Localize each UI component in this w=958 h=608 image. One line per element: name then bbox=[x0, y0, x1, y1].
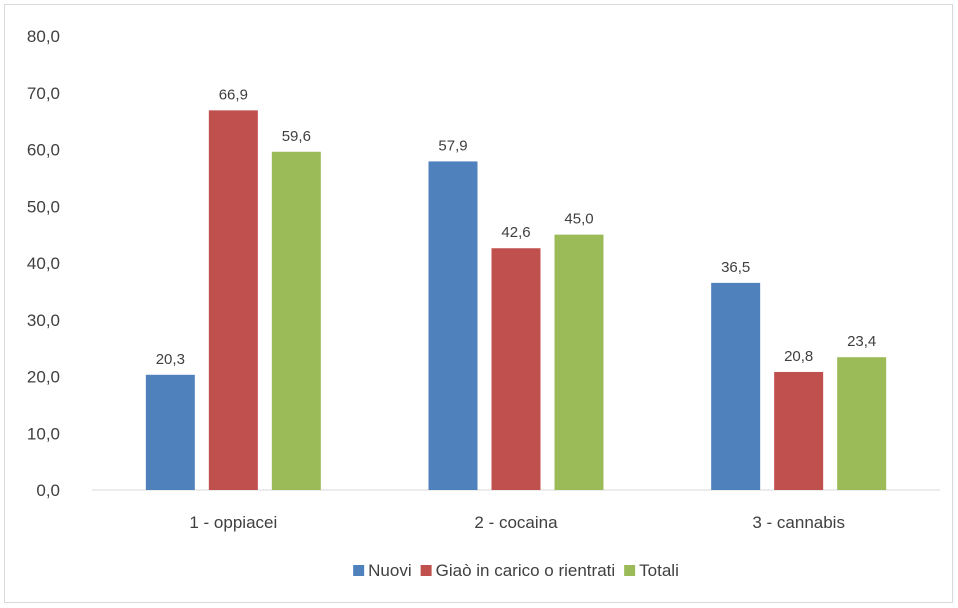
data-label: 57,9 bbox=[438, 137, 467, 154]
y-tick-label: 40,0 bbox=[27, 254, 60, 273]
data-label: 45,0 bbox=[564, 211, 593, 228]
y-tick-label: 0,0 bbox=[36, 481, 60, 500]
category-label: 3 - cannabis bbox=[752, 513, 845, 532]
data-label: 23,4 bbox=[847, 333, 876, 350]
category-label: 1 - oppiacei bbox=[189, 513, 277, 532]
data-label: 42,6 bbox=[501, 224, 530, 241]
bar bbox=[774, 371, 824, 490]
y-tick-label: 30,0 bbox=[27, 311, 60, 330]
legend-swatch bbox=[420, 565, 432, 576]
y-tick-label: 60,0 bbox=[27, 141, 60, 160]
legend-label: Totali bbox=[639, 561, 679, 580]
bar bbox=[837, 357, 887, 490]
data-label: 59,6 bbox=[282, 128, 311, 145]
bar bbox=[208, 110, 258, 490]
category-label: 2 - cocaina bbox=[474, 513, 558, 532]
data-label: 20,3 bbox=[156, 351, 185, 368]
bar bbox=[554, 234, 604, 490]
y-tick-label: 80,0 bbox=[27, 27, 60, 46]
legend-swatch bbox=[624, 565, 636, 576]
bar bbox=[271, 151, 321, 490]
bars-layer bbox=[145, 110, 887, 491]
bar bbox=[145, 374, 195, 490]
legend-swatch bbox=[353, 565, 365, 576]
chart-frame bbox=[4, 4, 953, 603]
y-tick-label: 10,0 bbox=[27, 424, 60, 443]
legend: Nuovi Giaò in carico o rientrati Totali bbox=[353, 561, 679, 580]
y-tick-label: 50,0 bbox=[27, 197, 60, 216]
y-tick-label: 20,0 bbox=[27, 368, 60, 387]
data-label: 36,5 bbox=[721, 259, 750, 276]
data-label: 20,8 bbox=[784, 348, 813, 365]
y-tick-label: 70,0 bbox=[27, 84, 60, 103]
bar bbox=[711, 282, 761, 490]
data-label: 66,9 bbox=[219, 86, 248, 103]
bar bbox=[428, 161, 478, 491]
labels-layer: 20,3 66,9 59,6 57,9 42,6 45,0 36,5 20,8 23,4 bbox=[156, 86, 877, 367]
legend-label: Giaò in carico o rientrati bbox=[436, 561, 616, 580]
bar bbox=[491, 248, 541, 490]
legend-label: Nuovi bbox=[368, 561, 411, 580]
